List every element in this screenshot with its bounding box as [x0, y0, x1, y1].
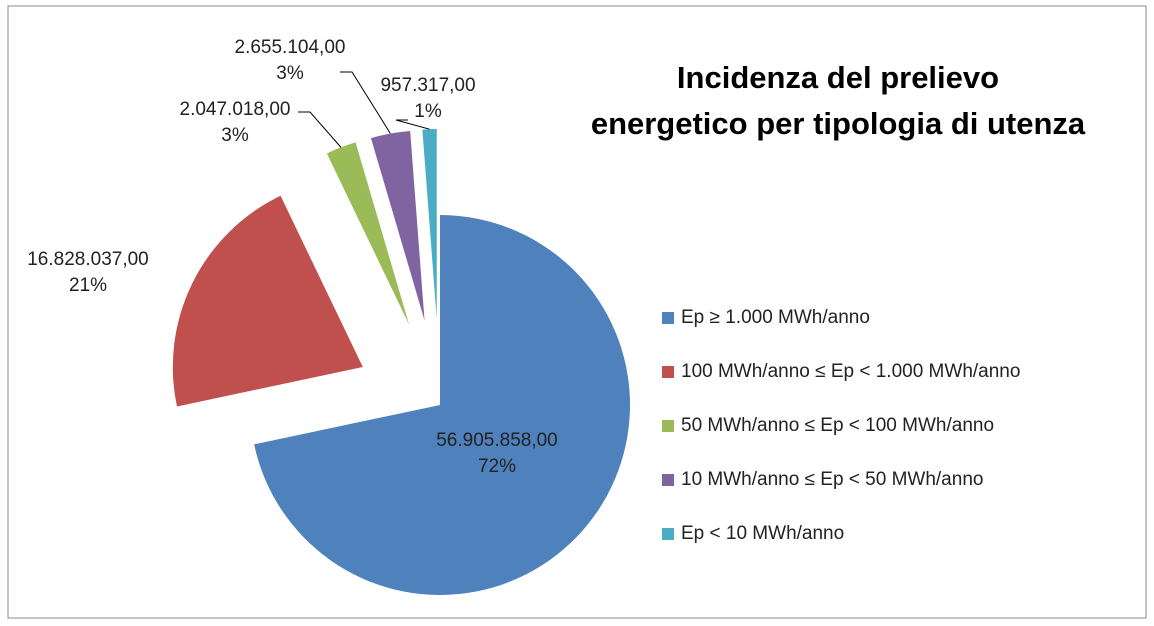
data-label: 957.317,00 [380, 75, 475, 96]
leader-line [395, 119, 430, 130]
legend-swatch [662, 366, 674, 378]
legend-swatch [662, 474, 674, 486]
percent-label: 72% [478, 456, 516, 477]
leader-line [340, 71, 391, 134]
data-label: 16.828.037,00 [27, 249, 149, 270]
percent-label: 3% [276, 63, 304, 84]
pie-slice [172, 195, 363, 407]
legend-swatch [662, 312, 674, 324]
legend-label: 100 MWh/anno ≤ Ep < 1.000 MWh/anno [681, 361, 1020, 382]
pie-slice [370, 130, 425, 321]
data-label: 56.905.858,00 [436, 430, 558, 451]
chart-title: Incidenza del prelievo energetico per tip… [591, 60, 1086, 141]
percent-label: 3% [221, 125, 249, 146]
legend-label: Ep < 10 MWh/anno [681, 523, 844, 544]
pie-slice [326, 142, 410, 325]
pie-slice [254, 215, 631, 595]
legend-swatch [662, 528, 674, 540]
legend-label: Ep ≥ 1.000 MWh/anno [681, 307, 870, 328]
leader-line [298, 111, 342, 148]
percent-label: 21% [69, 275, 107, 296]
data-label: 2.047.018,00 [180, 99, 291, 120]
legend-swatch [662, 420, 674, 432]
pie-slice [422, 129, 437, 320]
percent-label: 1% [414, 101, 442, 122]
legend-label: 50 MWh/anno ≤ Ep < 100 MWh/anno [681, 415, 994, 436]
data-label: 2.655.104,00 [235, 37, 346, 58]
legend-label: 10 MWh/anno ≤ Ep < 50 MWh/anno [681, 469, 983, 490]
